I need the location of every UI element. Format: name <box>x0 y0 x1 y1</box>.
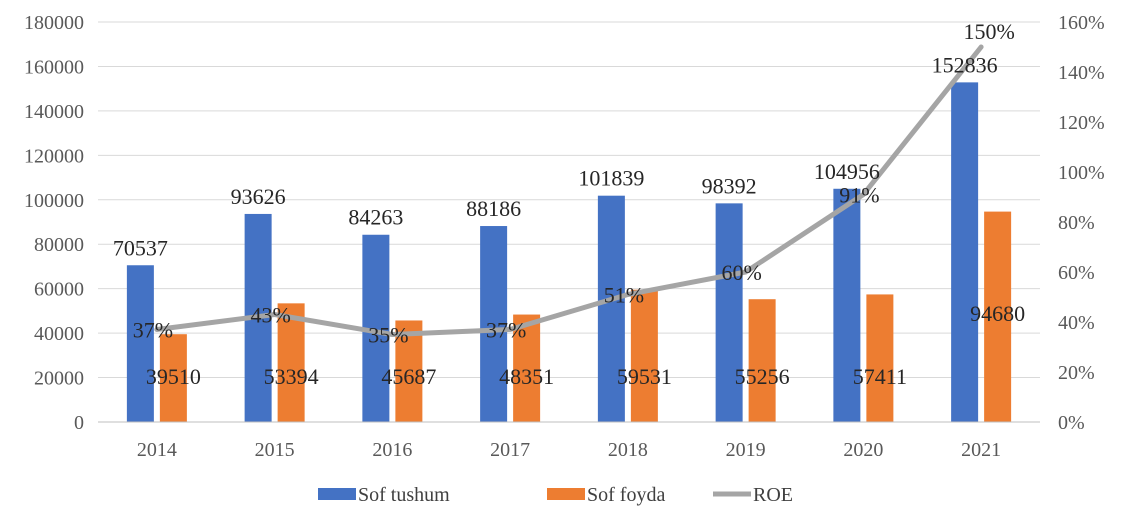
legend-sof-tushum-label: Sof tushum <box>358 484 450 506</box>
legend-sof-tushum-swatch <box>318 488 356 500</box>
bar-sof-foyda <box>748 299 776 422</box>
data-label-sof-foyda: 39510 <box>146 364 201 389</box>
data-label-roe: 43% <box>250 303 290 328</box>
data-label-sof-tushum: 104956 <box>814 159 880 184</box>
y-right-tick-label: 120% <box>1058 112 1105 134</box>
data-label-sof-foyda: 57411 <box>853 364 907 389</box>
data-label-sof-tushum: 70537 <box>113 235 168 260</box>
data-label-roe: 37% <box>133 318 173 343</box>
axes: 0 20000 40000 60000 80000 100000 120000 140000 1… <box>24 12 1105 461</box>
y-left-tick-label: 180000 <box>24 12 84 34</box>
y-right-tick-label: 140% <box>1058 62 1105 84</box>
y-left-tick-label: 60000 <box>34 279 84 301</box>
y-left-tick-label: 20000 <box>34 368 84 390</box>
x-tick-label: 2015 <box>255 439 295 461</box>
bar-sof-foyda <box>984 211 1012 422</box>
bar-sof-tushum <box>126 265 154 422</box>
y-right-tick-label: 80% <box>1058 212 1095 234</box>
bar-sof-tushum <box>597 195 625 422</box>
x-tick-label: 2019 <box>726 439 766 461</box>
data-label-sof-foyda: 53394 <box>264 364 319 389</box>
legend-roe: ROE <box>713 484 793 506</box>
legend-sof-foyda-swatch <box>547 488 585 500</box>
data-label-sof-tushum: 84263 <box>348 205 403 230</box>
x-tick-label: 2021 <box>961 439 1001 461</box>
roe-line-layer <box>154 44 984 337</box>
bar-sof-foyda <box>159 334 187 422</box>
data-label-sof-foyda: 48351 <box>499 364 554 389</box>
bar-sof-foyda <box>277 303 305 422</box>
data-label-sof-foyda: 59531 <box>617 364 672 389</box>
data-label-roe: 35% <box>368 323 408 348</box>
bar-sof-tushum <box>833 188 861 422</box>
y-right-tick-label: 60% <box>1058 262 1095 284</box>
data-label-roe: 150% <box>963 19 1014 44</box>
y-left-tick-label: 80000 <box>34 234 84 256</box>
data-label-roe: 60% <box>721 260 761 285</box>
bar-sof-tushum <box>480 226 508 422</box>
y-left-tick-label: 100000 <box>24 190 84 212</box>
x-tick-label: 2014 <box>137 439 177 461</box>
x-tick-label: 2018 <box>608 439 648 461</box>
bar-sof-foyda <box>513 314 541 422</box>
gridlines <box>98 21 1040 423</box>
data-label-sof-foyda: 45687 <box>381 364 436 389</box>
data-label-roe: 91% <box>839 183 879 208</box>
y-left-tick-label: 160000 <box>24 56 84 78</box>
data-label-roe: 51% <box>604 283 644 308</box>
bar-sof-tushum <box>951 82 979 422</box>
y-right-tick-label: 160% <box>1058 12 1105 34</box>
y-right-tick-label: 100% <box>1058 162 1105 184</box>
y-right-tick-label: 40% <box>1058 312 1095 334</box>
y-left-tick-label: 0 <box>74 412 84 434</box>
data-label-sof-tushum: 93626 <box>231 184 286 209</box>
bar-sof-foyda <box>630 289 658 422</box>
y-right-tick-label: 20% <box>1058 362 1095 384</box>
legend-sof-foyda: Sof foyda <box>547 484 665 506</box>
x-tick-label: 2017 <box>490 439 530 461</box>
legend-sof-foyda-label: Sof foyda <box>587 484 665 506</box>
data-label-sof-tushum: 88186 <box>466 196 521 221</box>
data-label-sof-tushum: 98392 <box>702 173 757 198</box>
data-label-sof-foyda: 94680 <box>970 301 1025 326</box>
data-label-sof-tushum: 101839 <box>578 166 644 191</box>
roe-line <box>154 44 984 337</box>
x-tick-label: 2020 <box>843 439 883 461</box>
y-right-tick-label: 0% <box>1058 412 1085 434</box>
y-left-tick-label: 120000 <box>24 145 84 167</box>
data-labels: 70537 39510 37% 93626 53394 43% 84263 45687 35% 8… <box>113 19 1025 389</box>
y-left-tick-label: 40000 <box>34 323 84 345</box>
bar-sof-tushum <box>715 203 743 422</box>
legend-sof-tushum: Sof tushum <box>318 484 450 506</box>
legend-roe-label: ROE <box>753 484 793 506</box>
data-label-roe: 37% <box>486 318 526 343</box>
bar-sof-foyda <box>866 294 894 422</box>
x-tick-label: 2016 <box>372 439 412 461</box>
y-left-tick-label: 140000 <box>24 101 84 123</box>
data-label-sof-tushum: 152836 <box>932 52 998 77</box>
legend: Sof tushum Sof foyda ROE <box>318 484 793 506</box>
data-label-sof-foyda: 55256 <box>735 364 790 389</box>
bar-sof-foyda <box>395 320 423 422</box>
